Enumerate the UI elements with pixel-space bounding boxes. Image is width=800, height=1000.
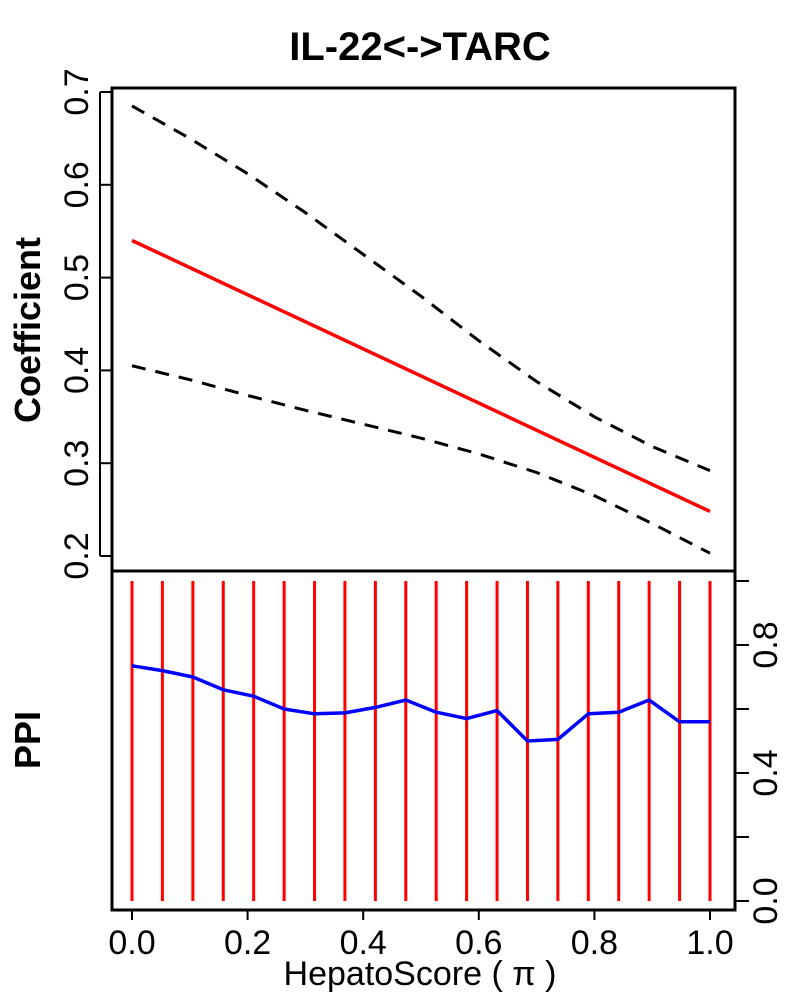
top-y-tick-label: 0.3 [58,440,96,487]
top-y-tick-label: 0.2 [58,532,96,579]
coefficient-panel: 0.2 0.3 0.4 0.5 0.6 0.7 [58,68,737,580]
top-y-axis-label: Coefficient [7,237,48,423]
top-y-tick-label: 0.7 [58,68,96,115]
bottom-y-tick-label: 0.0 [747,877,785,924]
ppi-panel: 0.0 0.4 0.8 0.0 0.2 0.4 0.6 0.8 1.0 [108,569,785,962]
top-panel-frame [110,86,737,573]
x-tick-label: 0.4 [340,924,387,962]
x-tick-label: 1.0 [686,924,733,962]
top-y-tick-label: 0.6 [58,161,96,208]
coefficient-upper-band-line [131,104,711,473]
top-y-tick-label: 0.4 [58,347,96,394]
x-tick-label: 0.2 [224,924,271,962]
bottom-y-axis-label: PPI [7,711,48,769]
x-axis-label: HepatoScore ( π ) [284,955,557,993]
x-tick-label: 0.8 [571,924,618,962]
coefficient-lower-band-line [131,364,711,555]
chart-title: IL-22<->TARC [289,25,551,69]
bottom-panel-frame [110,569,737,912]
coefficient-estimate-line [131,238,711,514]
bottom-y-tick-label: 0.8 [747,621,785,668]
x-tick-label: 0.6 [455,924,502,962]
x-tick-label: 0.0 [108,924,155,962]
top-y-tick-label: 0.5 [58,254,96,301]
ppi-line [131,664,710,743]
bottom-y-tick-label: 0.4 [747,749,785,796]
